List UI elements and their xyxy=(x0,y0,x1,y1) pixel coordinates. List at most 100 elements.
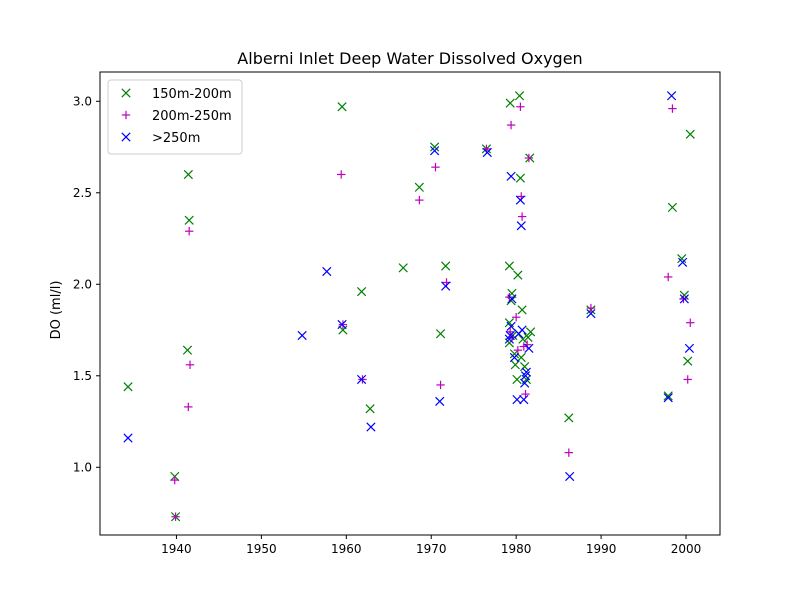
legend-marker xyxy=(121,132,131,142)
data-point xyxy=(564,448,574,457)
data-point xyxy=(505,98,515,108)
y-tick-label: 3.0 xyxy=(73,94,92,108)
data-point xyxy=(356,286,367,297)
data-point xyxy=(523,332,533,342)
data-point xyxy=(679,290,689,300)
data-point xyxy=(505,330,515,341)
data-point xyxy=(586,308,596,319)
data-point xyxy=(511,313,521,322)
data-point xyxy=(183,169,193,180)
data-point xyxy=(663,393,673,403)
data-point xyxy=(506,120,516,130)
data-point xyxy=(666,91,677,101)
data-point xyxy=(356,374,367,385)
data-point xyxy=(512,374,522,385)
data-point xyxy=(586,303,596,313)
legend-label: 150m-200m xyxy=(152,87,232,102)
x-tick-label: 1990 xyxy=(586,542,617,556)
legend-marker xyxy=(121,110,131,120)
data-point xyxy=(677,254,687,264)
data-point xyxy=(185,360,195,370)
data-point xyxy=(430,146,440,156)
data-point xyxy=(504,261,514,271)
data-point xyxy=(517,305,527,315)
data-point xyxy=(398,263,408,273)
legend-marker xyxy=(121,88,131,98)
data-point xyxy=(337,102,347,112)
chart-title: Alberni Inlet Deep Water Dissolved Oxyge… xyxy=(237,49,582,68)
data-point xyxy=(512,394,522,405)
y-tick-label: 1.5 xyxy=(73,369,92,383)
data-point xyxy=(683,356,693,366)
series-3-points xyxy=(123,91,695,482)
data-point xyxy=(431,162,440,172)
data-point xyxy=(337,319,347,330)
data-point xyxy=(482,147,492,158)
data-point xyxy=(358,375,367,384)
data-point xyxy=(685,129,695,139)
data-point xyxy=(524,153,534,163)
x-tick-label: 1970 xyxy=(416,542,447,556)
data-point xyxy=(507,294,517,304)
data-point xyxy=(684,343,695,353)
data-point xyxy=(516,102,525,111)
data-point xyxy=(123,382,133,392)
data-point xyxy=(171,512,180,521)
data-point xyxy=(506,327,515,337)
data-point xyxy=(322,266,332,277)
data-point xyxy=(184,402,193,412)
data-point xyxy=(515,173,526,183)
data-point xyxy=(415,195,424,205)
data-point xyxy=(683,375,692,384)
data-point xyxy=(510,360,520,370)
data-point xyxy=(679,294,689,304)
data-point xyxy=(184,215,194,225)
data-point xyxy=(565,471,575,482)
data-point xyxy=(506,296,516,306)
data-point xyxy=(435,396,445,407)
data-point xyxy=(520,371,531,381)
data-point xyxy=(520,362,530,372)
data-point xyxy=(184,227,194,236)
data-point xyxy=(338,320,348,329)
data-point xyxy=(517,212,527,221)
data-point xyxy=(441,281,451,291)
data-point xyxy=(516,221,526,231)
data-point xyxy=(663,272,673,282)
legend-box xyxy=(107,79,243,155)
legend-label: 200m-250m xyxy=(152,109,232,124)
data-point xyxy=(430,142,440,152)
data-point xyxy=(520,378,530,388)
data-point xyxy=(366,422,376,432)
y-axis-label: DO (ml/l) xyxy=(49,281,64,340)
data-point xyxy=(514,91,525,101)
data-point xyxy=(667,202,678,213)
data-point xyxy=(525,327,536,337)
data-point xyxy=(513,270,523,280)
data-point xyxy=(506,171,516,181)
data-point xyxy=(521,367,531,377)
data-point xyxy=(686,318,695,327)
data-point xyxy=(516,352,526,363)
data-point xyxy=(170,475,179,485)
data-point xyxy=(297,330,307,341)
data-point xyxy=(182,345,193,355)
data-point xyxy=(521,389,530,399)
x-tick-label: 1940 xyxy=(161,542,192,556)
legend: 150m-200m 200m-250m >250m xyxy=(107,79,243,155)
data-point xyxy=(436,380,445,390)
data-point xyxy=(365,404,375,414)
data-point xyxy=(509,352,520,363)
data-point xyxy=(414,182,424,192)
x-tick-label: 1980 xyxy=(501,542,532,556)
legend-label: >250m xyxy=(152,131,200,146)
data-point xyxy=(441,261,451,271)
data-point xyxy=(506,321,516,331)
data-point xyxy=(668,104,677,113)
data-point xyxy=(518,334,528,344)
data-point xyxy=(123,433,133,443)
data-point xyxy=(564,413,574,423)
data-point xyxy=(519,394,529,405)
data-point xyxy=(515,195,526,205)
data-point xyxy=(435,329,446,339)
